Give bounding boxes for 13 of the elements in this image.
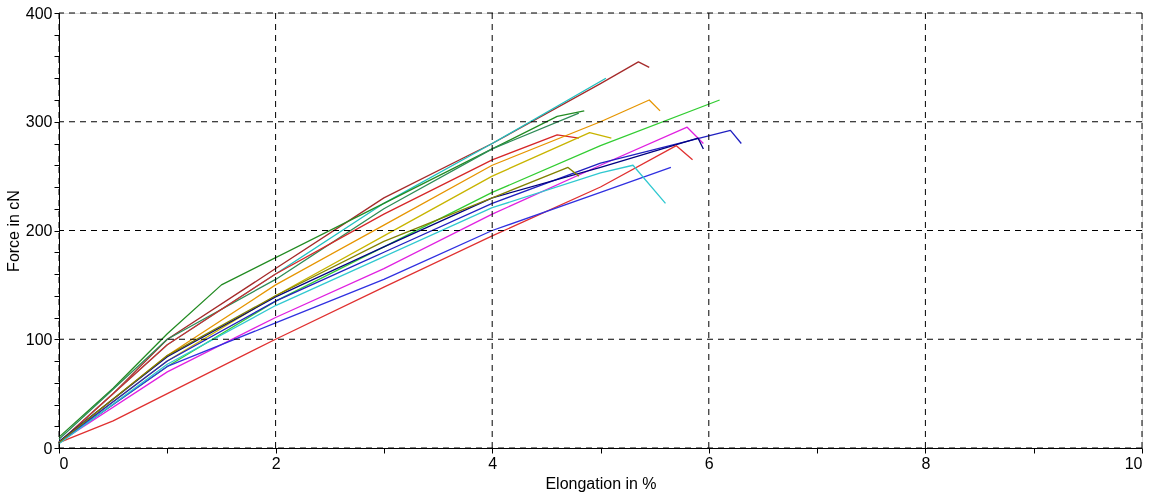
y-tick-label: 300	[25, 113, 53, 131]
x-tick-label: 0	[59, 454, 69, 472]
y-axis-title: Force in cN	[4, 190, 22, 272]
x-tick-label: 6	[704, 454, 714, 472]
x-axis-title: Elongation in %	[545, 474, 657, 492]
y-tick-label: 0	[43, 439, 53, 457]
x-tick-label: 8	[921, 454, 931, 472]
y-tick-label: 200	[25, 222, 53, 239]
x-tick-label: 10	[1124, 454, 1143, 472]
x-tick-label: 2	[271, 454, 281, 472]
x-tick-label: 4	[488, 454, 498, 472]
y-tick-label: 400	[25, 4, 53, 22]
y-tick-label: 100	[25, 330, 53, 348]
